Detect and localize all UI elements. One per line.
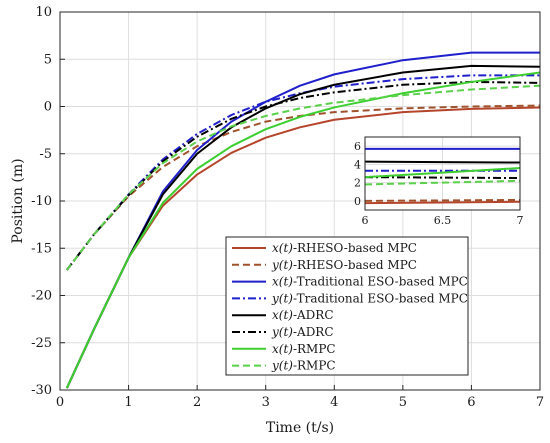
x-tick-label: 5 bbox=[399, 395, 407, 410]
x-tick-label: 6 bbox=[467, 395, 475, 410]
y-tick-label: -25 bbox=[31, 336, 52, 351]
inset-y-tick-label: 0 bbox=[354, 195, 361, 208]
y-tick-label: 0 bbox=[44, 100, 52, 115]
x-tick-label: 2 bbox=[193, 395, 201, 410]
legend: x(t)-RHESO-based MPC y(t)-RHESO-based MPC… bbox=[225, 236, 469, 376]
x-tick-label: 1 bbox=[124, 395, 132, 410]
series-line-7 bbox=[66, 84, 541, 271]
series-line-5 bbox=[66, 80, 541, 271]
inset-series-line-5 bbox=[364, 176, 521, 180]
legend-entry-0: x(t)-RHESO-based MPC bbox=[272, 241, 417, 255]
inset-y-tick-label: 2 bbox=[354, 177, 361, 190]
inset-x-tick-label: 6.5 bbox=[434, 214, 452, 227]
inset-frame bbox=[364, 136, 521, 211]
inset-series-line-6 bbox=[364, 167, 521, 179]
inset-series-line-4 bbox=[364, 160, 521, 164]
inset-series-line-7 bbox=[364, 179, 521, 186]
y-tick-label: -5 bbox=[39, 147, 52, 162]
legend-entry-7: y(t)-RMPC bbox=[271, 359, 336, 373]
series-line-1 bbox=[66, 104, 541, 271]
legend-entry-4: x(t)-ADRC bbox=[272, 308, 334, 322]
inset-x-tick-label: 6 bbox=[362, 214, 369, 227]
y-tick-label: -15 bbox=[31, 241, 52, 256]
inset-y-tick-label: 4 bbox=[354, 158, 361, 171]
x-tick-label: 0 bbox=[56, 395, 64, 410]
inset-series-line-0 bbox=[364, 200, 521, 205]
inset-zoom-plot: 6 6.5 7 0 2 4 6 bbox=[354, 136, 524, 227]
y-tick-label: -10 bbox=[31, 194, 52, 209]
inset-series-line-1 bbox=[364, 198, 521, 202]
x-tick-label: 3 bbox=[262, 395, 270, 410]
series-lines bbox=[65, 51, 541, 389]
inset-y-tick-label: 6 bbox=[354, 140, 361, 153]
y-tick-label: 5 bbox=[44, 52, 52, 67]
x-tick-label: 4 bbox=[330, 395, 338, 410]
y-tick-label: -20 bbox=[31, 289, 52, 304]
y-tick-label: -30 bbox=[31, 383, 52, 398]
y-axis-label: Position (m) bbox=[10, 158, 26, 243]
legend-box bbox=[225, 236, 469, 376]
series-line-3 bbox=[66, 74, 540, 271]
y-tick-label: 10 bbox=[35, 5, 52, 20]
axis-ticks: 0 1 2 3 4 5 6 7 -30 -25 -20 -15 -10 -5 0 5 10 bbox=[31, 5, 544, 410]
legend-entry-2: x(t)-Traditional ESO-based MPC bbox=[272, 275, 468, 289]
legend-entry-5: y(t)-ADRC bbox=[271, 325, 334, 339]
inset-x-tick-label: 7 bbox=[517, 214, 524, 227]
legend-entry-1: y(t)-RHESO-based MPC bbox=[271, 258, 417, 272]
x-axis-label: Time (t/s) bbox=[266, 420, 334, 436]
series-line-6 bbox=[65, 71, 541, 389]
x-tick-label: 7 bbox=[536, 395, 544, 410]
legend-entry-3: y(t)-Traditional ESO-based MPC bbox=[271, 291, 468, 305]
legend-entry-6: x(t)-RMPC bbox=[272, 342, 336, 356]
